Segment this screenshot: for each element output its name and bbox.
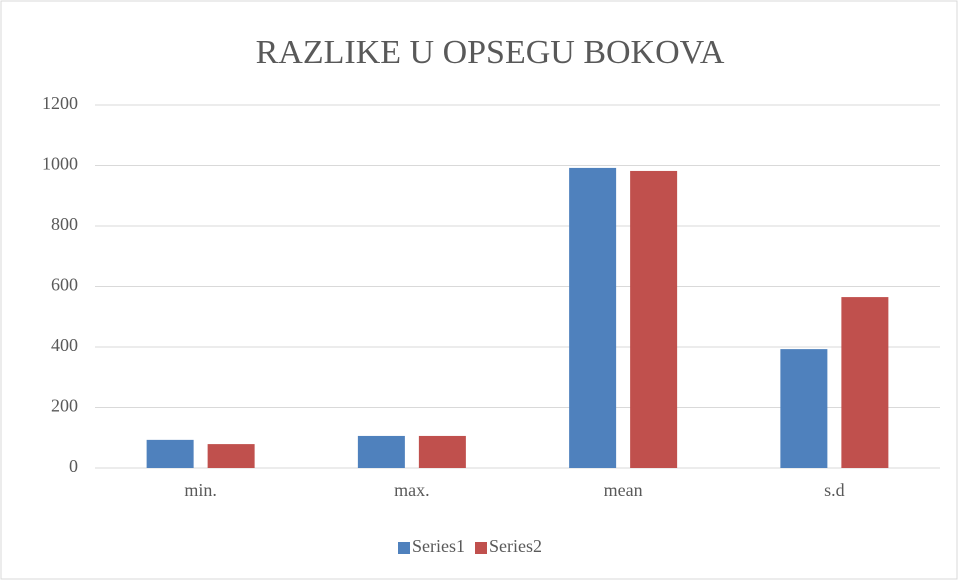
legend-swatch (398, 542, 410, 554)
y-tick-label: 800 (51, 214, 78, 234)
chart-title: RAZLIKE U OPSEGU BOKOVA (256, 34, 725, 71)
bar (841, 297, 889, 468)
x-tick-label: s.d (824, 480, 845, 500)
x-tick-label: mean (604, 480, 643, 500)
y-tick-label: 1000 (42, 154, 78, 174)
y-tick-label: 200 (51, 396, 78, 416)
y-tick-label: 0 (69, 456, 78, 476)
bar (780, 349, 828, 468)
x-tick-label: min. (184, 480, 217, 500)
bar (207, 444, 255, 468)
legend-label: Series2 (489, 536, 542, 556)
bar (146, 439, 194, 468)
x-tick-label: max. (394, 480, 430, 500)
legend-swatch (475, 542, 487, 554)
legend-label: Series1 (412, 536, 465, 556)
bar (569, 167, 617, 469)
y-tick-label: 600 (51, 275, 78, 295)
bar (630, 170, 678, 468)
bar (418, 435, 466, 468)
bar (357, 435, 405, 468)
y-tick-label: 1200 (42, 93, 78, 113)
y-tick-label: 400 (51, 335, 78, 355)
